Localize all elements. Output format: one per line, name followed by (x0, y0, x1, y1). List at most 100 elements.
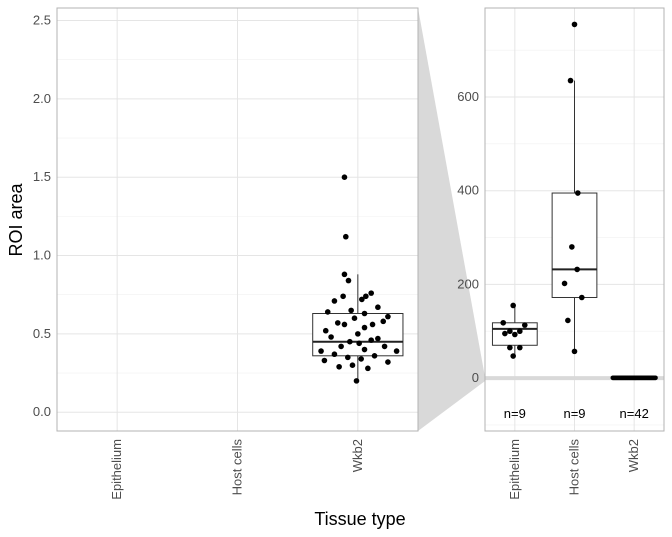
data-point (574, 266, 580, 273)
data-point (345, 354, 351, 361)
x-tick-label: Host cells (230, 439, 245, 496)
data-point (358, 356, 364, 362)
zoom-y-tick-labels: 0 200 400 600 (457, 89, 479, 385)
y-tick-label: 0.5 (33, 326, 51, 341)
x-tick-label: Epithelium (507, 439, 522, 500)
data-point (517, 328, 523, 335)
data-point (349, 362, 356, 369)
data-point (347, 338, 353, 345)
box-body (551, 192, 598, 298)
data-point (355, 331, 361, 337)
data-point (361, 310, 368, 317)
y-tick-label: 1.5 (33, 169, 51, 184)
zoom-connector-fill (418, 8, 485, 431)
y-tick-label: 600 (457, 89, 479, 104)
data-point (565, 317, 571, 324)
data-point (571, 21, 578, 28)
x-tick-label: Wkb2 (350, 439, 365, 472)
data-point (321, 357, 328, 364)
data-point (575, 190, 581, 196)
data-point (375, 304, 381, 311)
data-point (371, 353, 378, 359)
data-point (561, 280, 568, 287)
main-y-tick-labels: 0.0 0.5 1.0 1.5 2.0 2.5 (33, 13, 51, 420)
main-panel: 0.0 0.5 1.0 1.5 2.0 2.5 Epithelium Host cells W… (6, 7, 419, 529)
data-point (356, 340, 362, 347)
zoom-boxes (491, 80, 658, 379)
data-point (361, 346, 368, 353)
data-point (348, 307, 354, 314)
data-point (507, 328, 513, 335)
data-point (510, 353, 516, 359)
data-point (334, 320, 341, 326)
data-point (368, 337, 375, 343)
main-y-axis-label: ROI area (6, 182, 26, 256)
count-annotation: n=9 (563, 406, 585, 421)
x-tick-label: Epithelium (109, 439, 124, 500)
zoom-count-annotations: n=9 n=9 n=42 (504, 406, 649, 421)
y-tick-label: 0.0 (33, 404, 51, 419)
data-point (331, 351, 338, 358)
data-point (318, 348, 324, 354)
data-point (363, 293, 369, 300)
data-point (322, 327, 329, 334)
data-point (578, 294, 585, 301)
y-tick-label: 0 (472, 370, 479, 385)
data-point (359, 296, 365, 303)
data-point (365, 365, 371, 372)
y-tick-label: 1.0 (33, 248, 51, 263)
data-point (375, 335, 381, 342)
data-point (517, 344, 523, 351)
main-points (318, 174, 400, 384)
count-annotation: n=42 (620, 406, 649, 421)
data-point (393, 348, 400, 354)
data-point (351, 315, 358, 322)
data-point (500, 319, 507, 326)
data-point (341, 321, 348, 328)
data-point (353, 378, 360, 384)
data-point (331, 298, 338, 304)
data-point (328, 334, 334, 340)
data-point (385, 359, 391, 365)
data-point (567, 77, 574, 84)
y-tick-label: 2.0 (33, 91, 51, 106)
data-point (502, 330, 508, 337)
main-x-tick-labels: Epithelium Host cells Wkb2 (109, 439, 365, 500)
data-point (569, 244, 575, 250)
data-point (653, 375, 658, 381)
data-point (336, 363, 342, 370)
data-point (341, 271, 348, 278)
zoom-x-tick-labels: Epithelium Host cells Wkb2 (507, 439, 641, 500)
data-point (369, 321, 376, 328)
data-point (338, 343, 344, 350)
main-panel-border (56, 7, 419, 432)
main-x-axis-label: Tissue type (314, 509, 405, 529)
data-point (341, 174, 348, 180)
data-point (368, 290, 375, 296)
data-point (385, 313, 391, 320)
data-point (324, 309, 331, 315)
data-point (510, 302, 516, 309)
data-point (381, 343, 388, 350)
data-point (380, 318, 387, 325)
box-host-cells (551, 80, 598, 353)
data-point (361, 324, 368, 331)
zoom-panel-border (484, 7, 665, 432)
y-tick-label: 2.5 (33, 13, 51, 28)
data-point (521, 322, 528, 328)
data-point (345, 277, 352, 284)
data-point (343, 233, 349, 240)
data-point (340, 293, 346, 300)
x-tick-label: Host cells (567, 439, 582, 496)
zoom-points (500, 21, 658, 381)
y-tick-label: 400 (457, 183, 479, 198)
data-point (571, 348, 578, 355)
data-point (512, 331, 518, 338)
y-tick-label: 200 (457, 276, 479, 291)
x-tick-label: Wkb2 (626, 439, 641, 472)
main-gridlines (57, 8, 418, 431)
data-point (507, 344, 513, 351)
count-annotation: n=9 (504, 406, 526, 421)
